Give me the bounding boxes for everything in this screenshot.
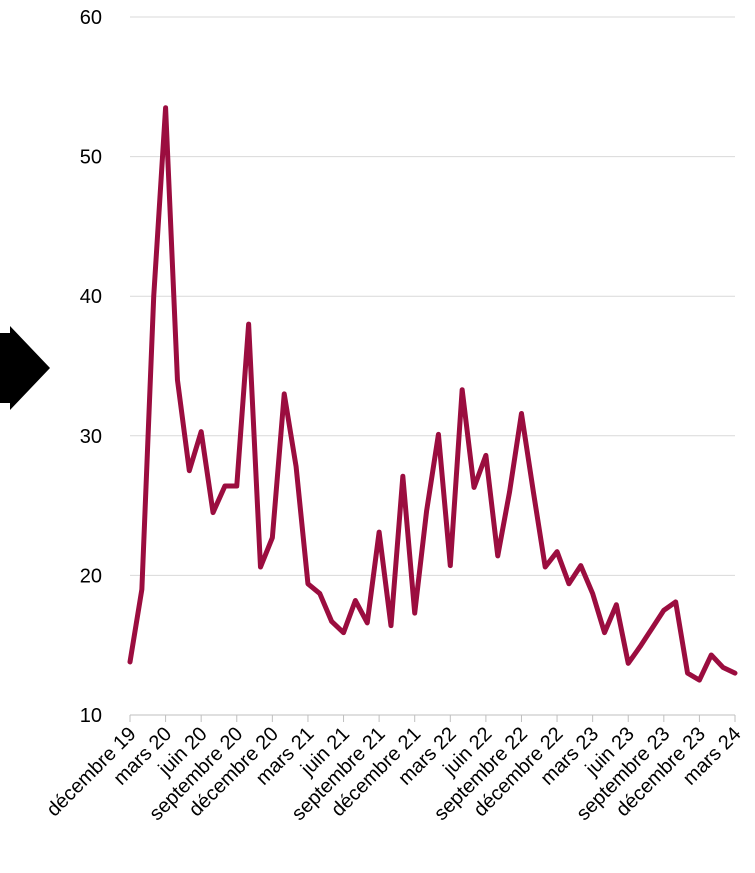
y-axis-ticks: 10 20 30 40 50 60 [80, 7, 102, 727]
y-tick-label: 60 [80, 7, 102, 29]
y-tick-label: 40 [80, 286, 102, 308]
y-tick-label: 50 [80, 147, 102, 169]
y-tick-label: 30 [80, 426, 102, 448]
series-layer [127, 105, 738, 683]
y-tick-label: 10 [80, 705, 102, 727]
y-tick-label: 20 [80, 565, 102, 587]
gridlines [130, 16, 735, 576]
series-line-0 [127, 105, 738, 683]
right-arrow-icon [0, 326, 50, 410]
